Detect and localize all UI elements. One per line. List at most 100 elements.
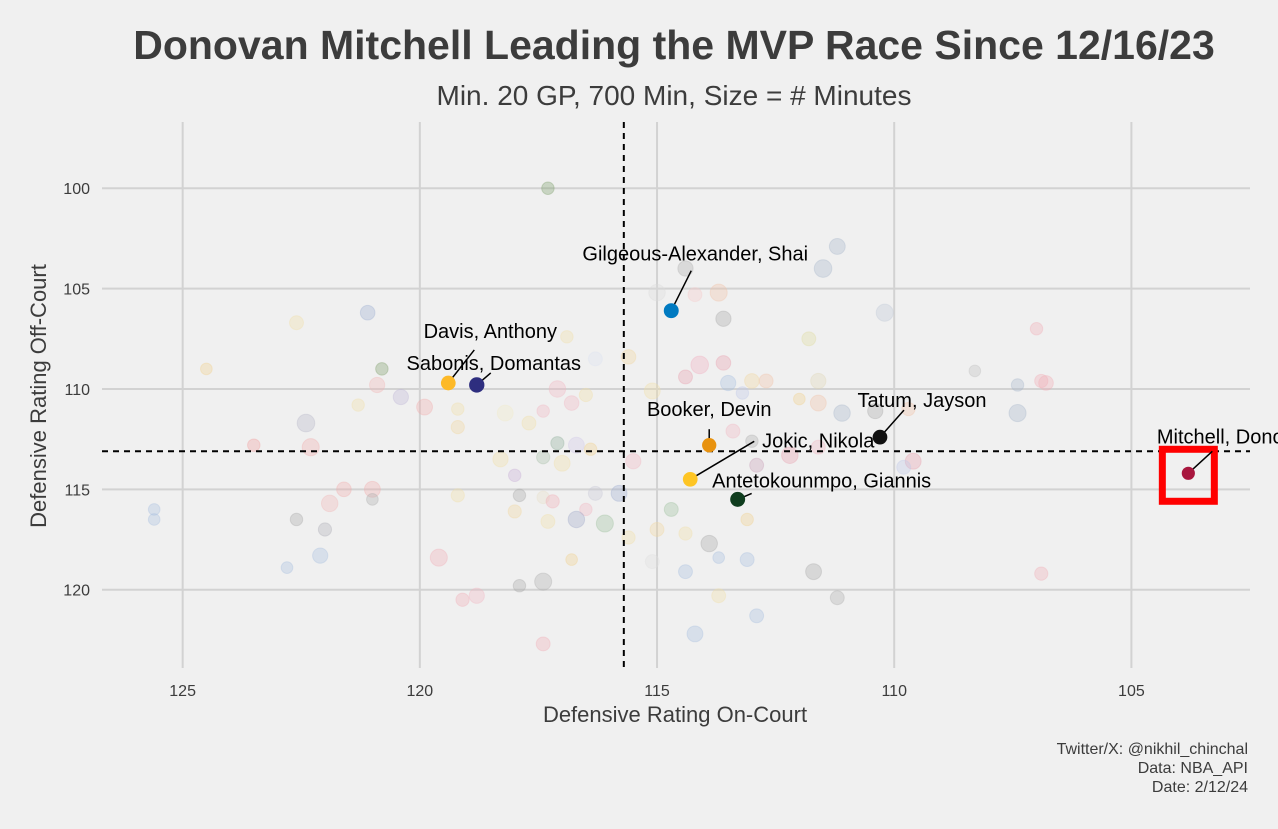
background-point: [550, 436, 565, 451]
background-point: [715, 310, 732, 327]
caption-date: Date: 2/12/24: [1151, 779, 1248, 796]
background-point: [492, 451, 509, 468]
player-label: Antetokounmpo, Giannis: [712, 470, 931, 492]
background-point: [429, 548, 448, 567]
background-point: [805, 563, 823, 581]
background-point: [621, 530, 636, 545]
background-point: [416, 398, 434, 416]
background-point: [644, 554, 660, 570]
label-leader-line: [689, 440, 755, 480]
background-point: [712, 551, 726, 564]
background-point: [147, 503, 161, 516]
chart-subtitle: Min. 20 GP, 700 Min, Size = # Minutes: [436, 80, 912, 111]
background-point: [507, 504, 522, 519]
background-point: [363, 480, 381, 498]
background-point: [560, 330, 574, 344]
background-point: [678, 526, 693, 541]
highlighted-point: [702, 438, 717, 453]
background-point: [280, 561, 294, 574]
background-point: [968, 364, 982, 378]
background-point: [663, 501, 679, 517]
background-point: [317, 522, 333, 537]
background-point: [793, 392, 806, 406]
background-point: [643, 382, 661, 400]
player-label: Sabonis, Domantas: [406, 353, 581, 375]
player-label: Mitchell, Donovan: [1157, 426, 1278, 448]
background-point: [687, 287, 703, 303]
x-tick-label: 115: [644, 683, 670, 700]
background-point: [901, 401, 916, 417]
background-point: [829, 590, 845, 606]
background-point: [548, 380, 567, 398]
background-point: [1034, 566, 1049, 581]
tick-labels: 125 120 115 110 105 100 105 110 115 120: [63, 181, 1145, 700]
player-label: Davis, Anthony: [424, 321, 557, 343]
y-tick-label: 120: [63, 583, 90, 600]
highlighted-points: Gilgeous-Alexander, Shai Davis, Anthony Sa…: [406, 244, 1278, 507]
background-point: [301, 438, 320, 457]
background-point: [735, 386, 750, 400]
highlighted-point: [730, 491, 746, 507]
background-point: [587, 351, 603, 367]
background-point: [521, 415, 537, 431]
background-point: [496, 404, 514, 422]
background-point: [833, 404, 851, 422]
background-point: [359, 304, 376, 321]
background-point: [578, 387, 593, 403]
background-point: [867, 402, 884, 420]
background-point: [296, 413, 316, 433]
background-point: [541, 181, 555, 195]
chart-title: Donovan Mitchell Leading the MVP Race Si…: [133, 22, 1215, 68]
background-point: [579, 502, 593, 517]
grid-lines: [102, 122, 1250, 668]
background-point: [810, 372, 827, 390]
background-point: [536, 404, 550, 418]
background-point: [369, 376, 386, 394]
background-point: [536, 450, 551, 465]
background-point: [451, 402, 465, 416]
x-tick-label: 125: [169, 683, 196, 700]
player-label: Tatum, Jayson: [858, 390, 987, 412]
background-point: [567, 510, 586, 529]
highlight-box: [1158, 445, 1218, 505]
background-point: [320, 494, 339, 513]
background-point: [725, 423, 741, 439]
background-point: [875, 303, 894, 322]
background-point: [739, 552, 755, 568]
y-tick-label: 115: [64, 482, 90, 499]
background-point: [1038, 375, 1054, 391]
player-label: Booker, Devin: [647, 399, 772, 421]
caption-data-source: Data: NBA_API: [1137, 760, 1248, 777]
background-point: [351, 398, 365, 412]
highlighted-point: [663, 303, 679, 319]
background-point: [709, 283, 728, 302]
background-point: [700, 534, 718, 553]
background-point: [1010, 378, 1025, 392]
background-point: [392, 388, 409, 406]
highlighted-point: [440, 375, 456, 391]
background-point: [535, 636, 551, 652]
reference-lines: [102, 122, 1250, 668]
background-point: [720, 374, 737, 392]
player-label: Gilgeous-Alexander, Shai: [582, 244, 808, 266]
background-point: [711, 588, 727, 604]
background-point: [147, 513, 161, 526]
background-point: [247, 438, 261, 452]
background-point: [540, 514, 556, 529]
y-tick-label: 105: [63, 282, 90, 299]
background-point: [512, 488, 527, 503]
background-point: [801, 331, 817, 347]
caption-twitter: Twitter/X: @nikhil_chinchal: [1056, 741, 1248, 758]
background-point: [336, 481, 352, 498]
x-axis-label: Defensive Rating On-Court: [543, 702, 807, 727]
background-point: [565, 553, 578, 566]
background-point: [715, 355, 732, 371]
background-point: [534, 572, 553, 591]
background-point: [450, 420, 465, 435]
background-point: [1029, 322, 1044, 336]
background-point: [744, 373, 760, 389]
background-point: [450, 488, 465, 503]
background-point: [620, 349, 637, 365]
background-point: [455, 592, 470, 607]
background-point: [366, 493, 379, 506]
